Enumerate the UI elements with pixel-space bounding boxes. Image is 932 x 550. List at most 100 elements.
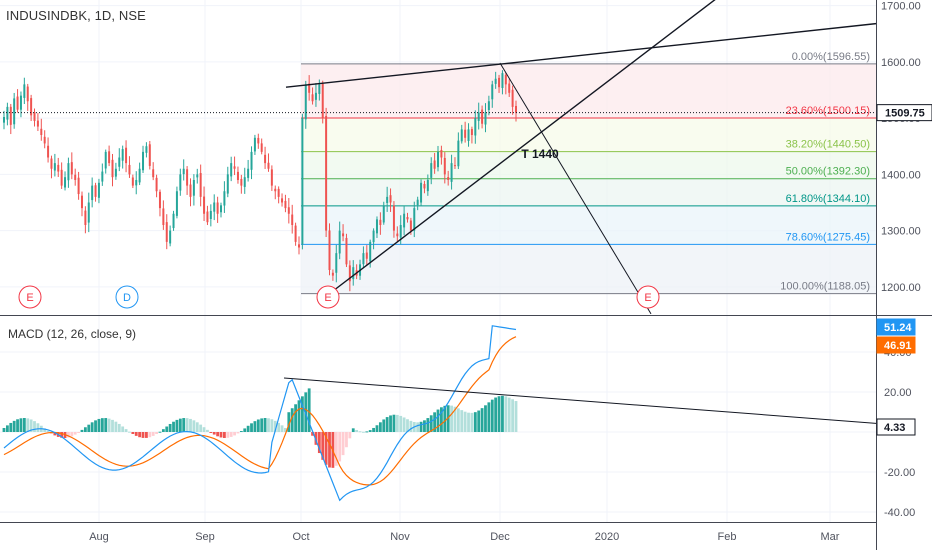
event-marker-letter: E	[26, 292, 33, 304]
macd-histogram-bar	[423, 420, 426, 432]
macd-histogram-bar	[151, 432, 155, 436]
macd-histogram-bar	[222, 432, 226, 438]
candle-body	[203, 196, 206, 214]
candle-body	[40, 128, 43, 135]
candle-body	[508, 83, 511, 93]
macd-histogram-bar	[104, 418, 108, 432]
candle-body	[362, 253, 365, 265]
macd-histogram-bar	[321, 432, 325, 460]
macd-histogram-bar	[297, 400, 301, 432]
macd-histogram-bar	[60, 432, 64, 438]
macd-histogram-bar	[263, 418, 267, 432]
macd-histogram-bar	[206, 429, 209, 432]
macd-histogram-bar	[67, 432, 70, 438]
candle-body	[165, 222, 168, 242]
candle-body	[375, 219, 378, 234]
candle-body	[43, 136, 46, 144]
candle-body	[87, 202, 90, 223]
macd-histogram-bar	[307, 388, 311, 432]
macd-histogram-bar	[470, 412, 474, 432]
macd-histogram-bar	[463, 411, 467, 432]
candle-body	[467, 129, 470, 141]
macd-histogram-bar	[314, 432, 318, 445]
candle-body	[131, 177, 134, 186]
price-tick-label: 1200.00	[881, 282, 921, 294]
candle-body	[430, 163, 433, 178]
candle-body	[253, 137, 256, 152]
macd-histogram-bar	[253, 421, 257, 432]
macd-histogram-bar	[5, 425, 9, 432]
macd-histogram-bar	[497, 396, 501, 432]
candle-body	[84, 210, 87, 225]
macd-histogram-bar	[199, 424, 203, 432]
candle-body	[335, 253, 338, 273]
macd-histogram-bar	[175, 419, 179, 432]
candle-body	[155, 177, 158, 192]
candle-body	[443, 157, 446, 175]
rising-trendline	[330, 0, 716, 294]
candle-body	[423, 183, 426, 189]
candle-body	[450, 163, 453, 182]
candle-body	[196, 174, 199, 178]
macd-histogram-bar	[365, 431, 369, 433]
candle-body	[213, 202, 216, 212]
macd-histogram-bar	[409, 420, 413, 432]
macd-histogram-bar	[368, 430, 372, 432]
macd-histogram-bar	[185, 418, 189, 432]
event-marker-circle	[316, 285, 340, 309]
event-marker: D	[115, 285, 139, 309]
candle-body	[50, 158, 53, 169]
macd-histogram-bar	[80, 429, 84, 432]
price-tick-label: 1300.00	[881, 226, 921, 238]
candle-body	[484, 112, 487, 125]
signal-value-tag	[876, 336, 916, 354]
macd-tick-label: -40.00	[884, 507, 915, 519]
time-tick-label: Oct	[292, 531, 309, 543]
time-tick-label: Sep	[195, 531, 215, 543]
macd-histogram-bar	[501, 395, 504, 432]
candle-body	[345, 237, 348, 265]
macd-histogram-bar	[372, 427, 375, 432]
macd-histogram-bar	[124, 429, 128, 432]
macd-histogram-bar	[395, 414, 399, 432]
macd-histogram-bar	[209, 432, 213, 433]
candle-body	[277, 188, 280, 197]
candle-body	[236, 171, 239, 180]
fib-level-label: 23.60%(1500.15)	[786, 105, 870, 117]
price-tick-label: 1600.00	[881, 57, 921, 69]
macd-histogram-bar	[16, 419, 19, 432]
macd-histogram-bar	[480, 408, 484, 432]
macd-histogram-bar	[19, 418, 23, 432]
macd-histogram-bar	[131, 432, 135, 434]
event-marker-circle	[636, 285, 660, 309]
macd-histogram-bar	[290, 408, 294, 432]
candle-body	[64, 177, 67, 188]
candle-body	[94, 185, 97, 197]
price-tick-label: 1700.00	[881, 1, 921, 13]
candle-body	[192, 180, 195, 196]
macd-histogram-bar	[158, 431, 162, 433]
macd-histogram-bar	[100, 418, 104, 432]
candle-body	[369, 241, 372, 262]
fib-level-label: 61.80%(1344.10)	[786, 193, 870, 205]
candle-body	[515, 105, 517, 113]
macd-histogram-bar	[375, 425, 379, 432]
macd-histogram-bar	[260, 418, 264, 432]
macd-histogram-bar	[53, 432, 57, 436]
macd-histogram-bar	[219, 432, 223, 438]
candle-body	[420, 182, 423, 203]
macd-histogram-bar	[389, 415, 392, 432]
macd-histogram-bar	[87, 424, 91, 432]
macd-histogram-bar	[70, 432, 74, 437]
histogram-value-tag-label: 4.33	[884, 422, 905, 434]
fib-level-label: 38.20%(1440.50)	[786, 139, 870, 151]
macd-histogram-bar	[328, 432, 331, 468]
upper-trendline	[285, 22, 877, 88]
macd-histogram-bar	[2, 428, 6, 432]
candle-body	[114, 168, 117, 177]
candle-body	[186, 169, 189, 186]
candle-body	[121, 149, 124, 161]
candle-body	[223, 191, 226, 206]
last-price-label: 1509.75	[885, 108, 925, 120]
